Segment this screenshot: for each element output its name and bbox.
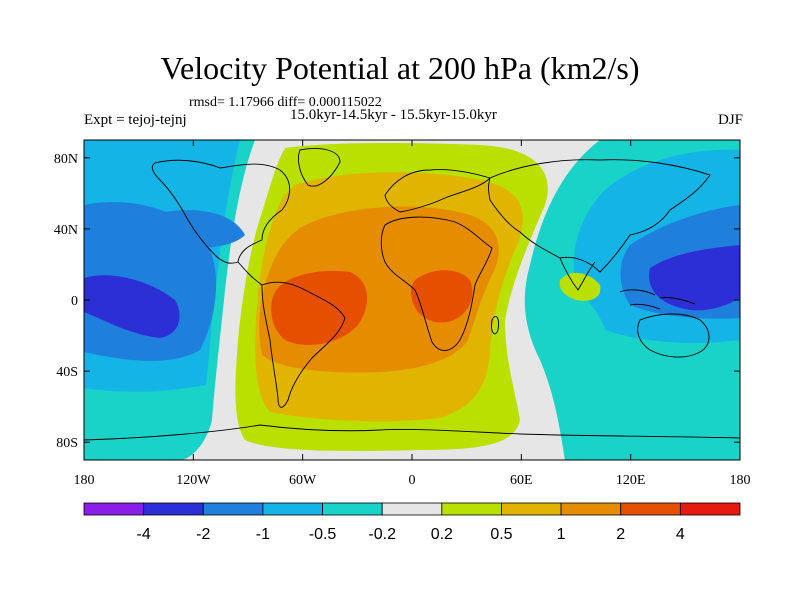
lat-tick-label: 80S	[56, 436, 78, 451]
coast-madagascar	[491, 316, 499, 335]
coast-south-america	[261, 281, 346, 408]
colorbar-swatch	[560, 502, 622, 516]
colorbar-swatch	[679, 502, 741, 516]
neg-west-2	[84, 275, 180, 338]
coast-africa	[380, 216, 493, 351]
season-label: DJF	[717, 112, 743, 128]
colorbar-swatch	[441, 502, 502, 516]
colorbar-label: -4	[137, 526, 151, 543]
coast-australia	[637, 313, 710, 358]
colorbar-label: 4	[676, 526, 685, 543]
lon-tick-label: 60E	[510, 473, 533, 488]
coastlines	[84, 148, 740, 441]
colorbar-label: -0.5	[309, 526, 337, 543]
coast-india	[559, 257, 596, 291]
colorbar-swatch	[143, 502, 204, 516]
lon-tick-label: 180	[74, 473, 95, 488]
lon-axis: 180 120W 60W 0 60E 120E 180	[74, 140, 751, 488]
lat-tick-label: 40S	[56, 365, 78, 380]
colorbar-label: -2	[196, 526, 210, 543]
contour-field	[84, 140, 740, 460]
lon-tick-label: 120E	[616, 473, 646, 488]
lat-tick-label: 40N	[54, 223, 78, 238]
coast-europe	[384, 169, 491, 213]
chart-title: Velocity Potential at 200 hPa (km2/s)	[160, 50, 640, 86]
colorbar: -4 -2 -1 -0.5 -0.2 0.2 0.5 1 2 4	[83, 502, 741, 543]
colorbar-swatch	[262, 502, 323, 516]
experiment-label: Expt = tejoj-tejnj	[84, 112, 187, 128]
lon-tick-label: 180	[730, 473, 751, 488]
coast-north-america	[151, 159, 291, 264]
colorbar-swatch	[501, 502, 562, 516]
colorbar-label: 1	[557, 526, 566, 543]
colorbar-swatch	[202, 502, 264, 516]
colorbar-swatch	[83, 502, 145, 516]
colorbar-label: -0.2	[368, 526, 396, 543]
lat-tick-label: 0	[71, 294, 78, 309]
coast-greenland	[297, 148, 341, 187]
period-label: 15.0kyr-14.5kyr - 15.5kyr-15.0kyr	[290, 107, 497, 123]
colorbar-label: 0.2	[431, 526, 453, 543]
lat-tick-label: 80N	[54, 152, 78, 167]
colorbar-swatch	[322, 502, 383, 516]
coast-antarctica	[84, 424, 740, 441]
lon-tick-label: 0	[409, 473, 416, 488]
neg-east-2	[649, 245, 740, 311]
coast-asia	[488, 159, 711, 273]
lat-axis: 80N 40N 0 40S 80S	[54, 152, 740, 451]
neg-west-1b	[150, 210, 245, 248]
colorbar-label: -1	[256, 526, 270, 543]
coast-indonesia	[619, 289, 696, 310]
colorbar-swatch	[381, 502, 443, 516]
colorbar-label: 0.5	[490, 526, 512, 543]
colorbar-swatch	[620, 502, 681, 516]
coast-central-america	[237, 261, 263, 286]
rmsd-stat: rmsd= 1.17966 diff= 0.000115022	[189, 95, 382, 110]
lon-tick-label: 60W	[289, 473, 317, 488]
colorbar-label: 2	[616, 526, 625, 543]
pos-2-sa	[271, 270, 368, 345]
lon-tick-label: 120W	[176, 473, 211, 488]
pos-2-africa	[411, 270, 473, 323]
